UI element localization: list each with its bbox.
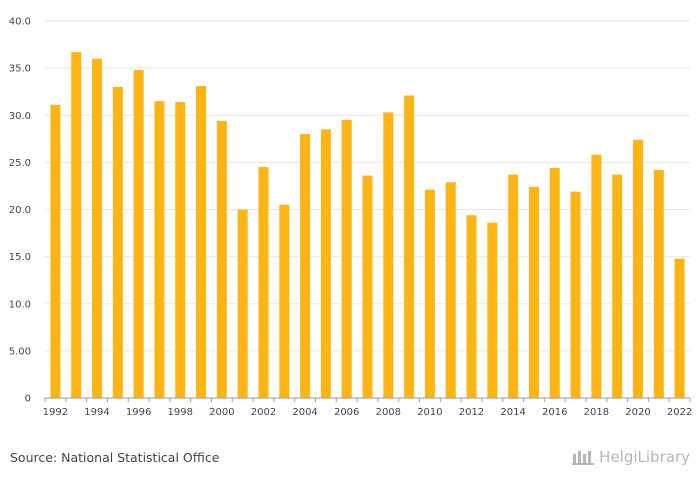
- bar-2018: [591, 154, 602, 398]
- source-note: Source: National Statistical Office: [10, 450, 220, 465]
- bar-2021: [653, 169, 664, 398]
- y-tick-label: 20.0: [9, 205, 31, 216]
- bar-2003: [279, 204, 290, 398]
- x-axis-ticks: [44, 398, 691, 402]
- bar-2008: [383, 112, 394, 399]
- x-tick-label: 2012: [459, 407, 484, 418]
- bar-2002: [258, 167, 269, 398]
- x-tick-label: 1998: [168, 407, 193, 418]
- helgi-library-logo-icon: [572, 451, 595, 465]
- x-tick-label: 2022: [667, 407, 692, 418]
- bar-1996: [133, 70, 144, 398]
- x-tick-label: 2018: [584, 407, 609, 418]
- y-tick-label: 0: [25, 394, 31, 405]
- bar-2001: [237, 209, 248, 398]
- brand-logo[interactable]: HelgiLibrary: [572, 448, 690, 466]
- x-tick-label: 2000: [209, 407, 234, 418]
- x-axis-tick-labels: 1992 1994 1996 1998 2000 2002 2004 2006 2008 2010…: [43, 407, 693, 418]
- y-tick-label: 5.00: [9, 346, 31, 357]
- x-tick-label: 2002: [251, 407, 276, 418]
- x-tick-label: 1994: [84, 407, 109, 418]
- bar-2000: [216, 120, 227, 398]
- x-tick-label: 2004: [292, 407, 317, 418]
- y-tick-label: 15.0: [9, 252, 31, 263]
- bar-2009: [404, 95, 415, 399]
- x-tick-label: 1992: [43, 407, 68, 418]
- x-tick-label: 2020: [625, 407, 650, 418]
- x-tick-label: 2010: [417, 407, 442, 418]
- y-tick-label: 10.0: [9, 299, 31, 310]
- bar-2013: [487, 222, 498, 398]
- bar-2022: [674, 258, 685, 398]
- brand-name: HelgiLibrary: [599, 448, 690, 466]
- bar-2020: [632, 139, 643, 398]
- x-tick-label: 2016: [542, 407, 567, 418]
- bar-2015: [528, 186, 539, 398]
- bar-1993: [71, 52, 82, 398]
- x-tick-label: 2008: [376, 407, 401, 418]
- bar-2006: [341, 119, 352, 399]
- bar-2005: [320, 129, 331, 398]
- bar-2007: [362, 175, 373, 398]
- bar-1994: [92, 58, 103, 398]
- x-tick-label: 2014: [500, 407, 525, 418]
- bar-2010: [424, 189, 435, 398]
- bar-2016: [549, 168, 560, 398]
- bar-1997: [154, 101, 165, 399]
- bar-2012: [466, 215, 477, 398]
- bar-1992: [50, 104, 61, 398]
- y-tick-label: 40.0: [9, 17, 31, 28]
- y-tick-label: 25.0: [9, 158, 31, 169]
- x-tick-label: 1996: [126, 407, 151, 418]
- y-axis-tick-labels: 0 5.00 10.0 15.0 20.0 25.0 30.0 35.0 40.0: [9, 17, 31, 405]
- bar-1998: [175, 102, 186, 399]
- bars: [50, 52, 685, 399]
- y-tick-label: 35.0: [9, 64, 31, 75]
- bar-2011: [445, 182, 456, 398]
- y-tick-label: 30.0: [9, 111, 31, 122]
- x-tick-label: 2006: [334, 407, 359, 418]
- bar-2004: [300, 134, 311, 398]
- bar-2019: [612, 174, 623, 398]
- bar-2017: [570, 191, 581, 398]
- bar-1995: [112, 86, 123, 398]
- bar-2014: [508, 174, 519, 398]
- bar-1999: [196, 86, 207, 398]
